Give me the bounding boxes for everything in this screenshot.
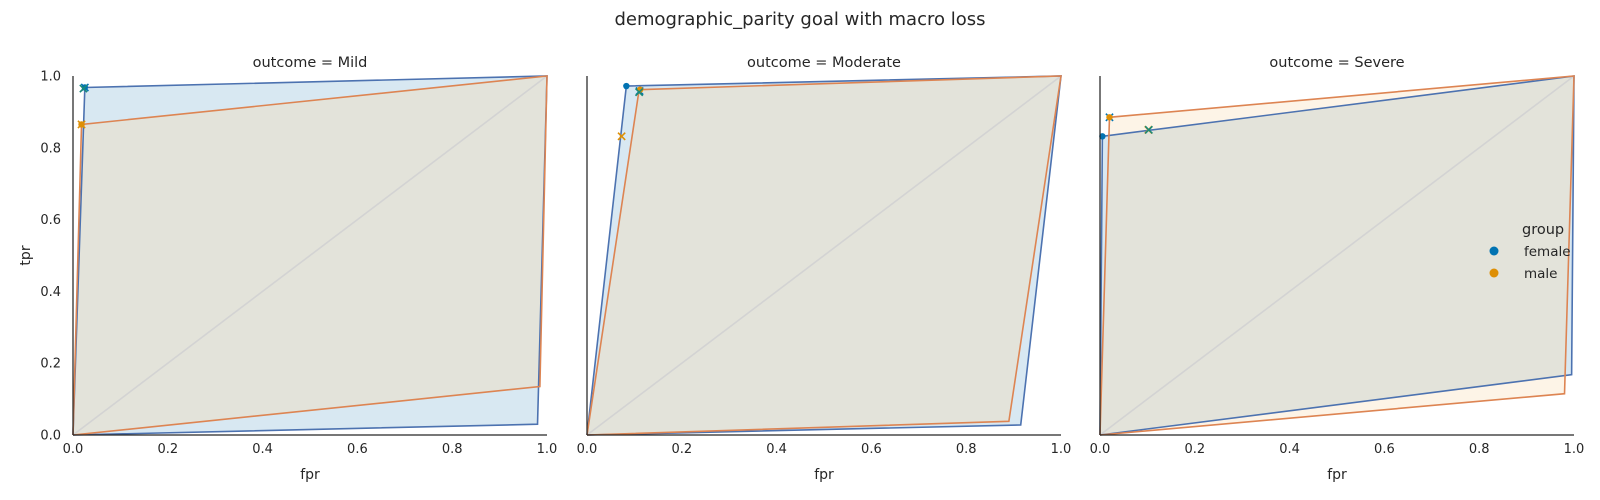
legend-marker-female <box>1489 246 1499 256</box>
y-tick-label: 0.8 <box>40 141 61 156</box>
y-tick-label: 0.4 <box>40 285 61 300</box>
chance-diagonal <box>586 75 1062 436</box>
chance-diagonal <box>1099 75 1575 436</box>
legend-label-male: male <box>1524 266 1557 282</box>
x-tick-label: 0.4 <box>766 442 787 457</box>
x-tick-label: 0.8 <box>442 442 463 457</box>
male-x-marker <box>617 132 626 141</box>
y-tick-label: 0.0 <box>40 429 61 444</box>
x-tick-label: 0.0 <box>577 442 598 457</box>
x-tick-label: 0.8 <box>956 442 977 457</box>
x-tick-label: 0.2 <box>1184 442 1205 457</box>
y-axis-label: tpr <box>18 245 34 265</box>
x-axis-label: fpr <box>1327 467 1347 483</box>
male-point <box>1106 114 1113 121</box>
male-hull-line <box>72 75 548 436</box>
legend-marker-male <box>1489 268 1499 278</box>
x-tick-label: 0.6 <box>1374 442 1395 457</box>
x-tick-label: 0.2 <box>671 442 692 457</box>
x-tick-label: 0.4 <box>1279 442 1300 457</box>
x-tick-label: 1.0 <box>1051 442 1072 457</box>
y-tick-label: 0.6 <box>40 213 61 228</box>
female-point <box>1099 133 1106 140</box>
goal-x-marker <box>79 84 88 93</box>
goal-x-marker <box>634 87 644 97</box>
chart-title: demographic_parity goal with macro loss <box>615 9 986 30</box>
y-tick-label: 1.0 <box>40 70 61 85</box>
x-tick-label: 1.0 <box>537 442 558 457</box>
male-hull-line <box>1099 75 1575 436</box>
legend: group female male <box>1489 222 1571 282</box>
x-tick-label: 0.6 <box>861 442 882 457</box>
male-x-marker <box>77 120 86 129</box>
facet-title: outcome = Mild <box>253 55 368 71</box>
facet-panel-3: outcome = Severe 0.0 0.2 0.4 0.6 0.8 1.0 fpr <box>1090 55 1585 483</box>
x-tick-label: 1.0 <box>1564 442 1585 457</box>
female-point <box>623 82 630 90</box>
x-tick-label: 0.6 <box>347 442 368 457</box>
x-tick-label: 0.0 <box>63 442 84 457</box>
x-axis-label: fpr <box>300 467 320 483</box>
x-tick-label: 0.4 <box>252 442 273 457</box>
x-axis-label: fpr <box>814 467 834 483</box>
facet-title: outcome = Severe <box>1269 55 1404 71</box>
x-tick-label: 0.8 <box>1469 442 1490 457</box>
facet-title: outcome = Moderate <box>747 55 901 71</box>
chance-diagonal <box>72 75 548 436</box>
x-tick-label: 0.0 <box>1090 442 1111 457</box>
legend-title: group <box>1522 222 1564 238</box>
x-tick-label: 0.2 <box>157 442 178 457</box>
y-tick-label: 0.2 <box>40 357 61 372</box>
legend-label-female: female <box>1524 244 1571 260</box>
goal-x-marker <box>1144 125 1153 135</box>
facet-panel-1: outcome = Mild 0.0 0.2 0.4 0.6 0.8 1.0 fpr 0.0 0.… <box>18 55 557 483</box>
male-hull-line <box>586 75 1062 436</box>
facet-panel-2: outcome = Moderate 0.0 0.2 0.4 0.6 0.8 1.0 fpr <box>577 55 1072 483</box>
